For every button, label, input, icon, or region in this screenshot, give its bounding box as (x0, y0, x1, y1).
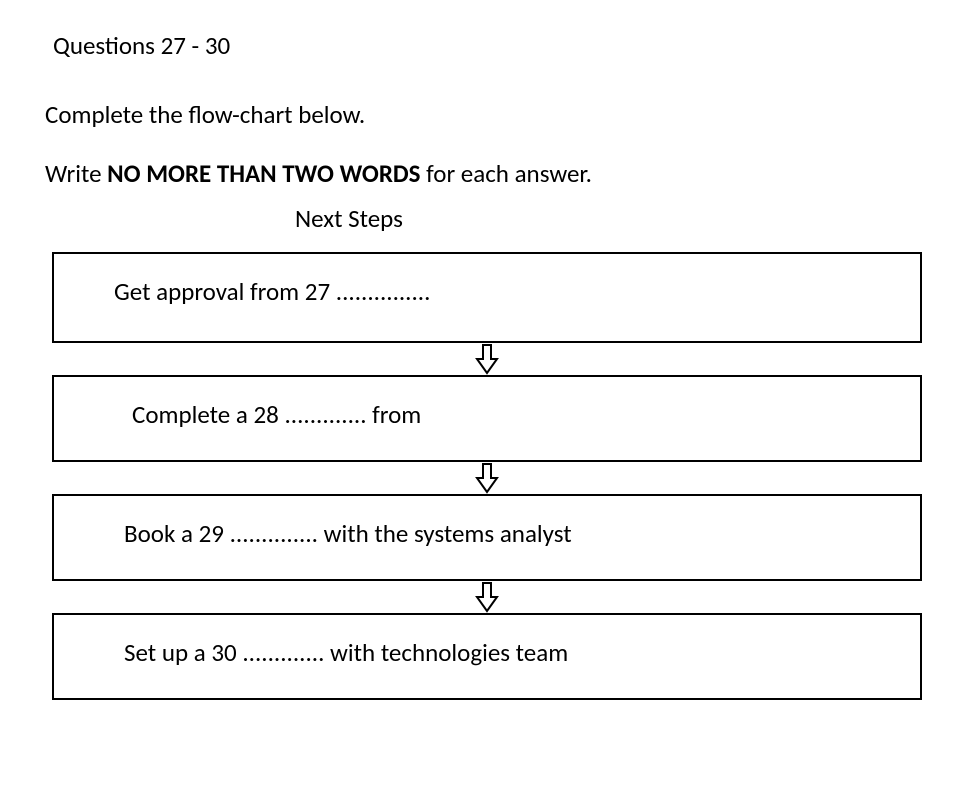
arrow-down-icon (473, 462, 501, 494)
flowchart-title: Next Steps (45, 203, 929, 234)
instruction-2-prefix: Write (45, 158, 107, 189)
flowchart-arrow (52, 343, 922, 375)
arrow-down-icon (473, 581, 501, 613)
flowchart-arrow (52, 462, 922, 494)
flowchart-node: Book a 29 .............. with the system… (52, 494, 922, 581)
flowchart-node: Set up a 30 ............. with technolog… (52, 613, 922, 700)
instruction-line-1: Complete the flow-chart below. (45, 99, 929, 130)
arrow-down-icon (473, 343, 501, 375)
question-range-header: Questions 27 - 30 (45, 30, 929, 61)
flowchart-node: Get approval from 27 ............... (52, 252, 922, 343)
flowchart-container: Get approval from 27 ............... Com… (45, 252, 929, 700)
instruction-line-2: Write NO MORE THAN TWO WORDS for each an… (45, 158, 929, 189)
instruction-2-suffix: for each answer. (421, 158, 592, 189)
flowchart-arrow (52, 581, 922, 613)
flowchart-node: Complete a 28 ............. from (52, 375, 922, 462)
instruction-2-bold: NO MORE THAN TWO WORDS (107, 158, 420, 189)
